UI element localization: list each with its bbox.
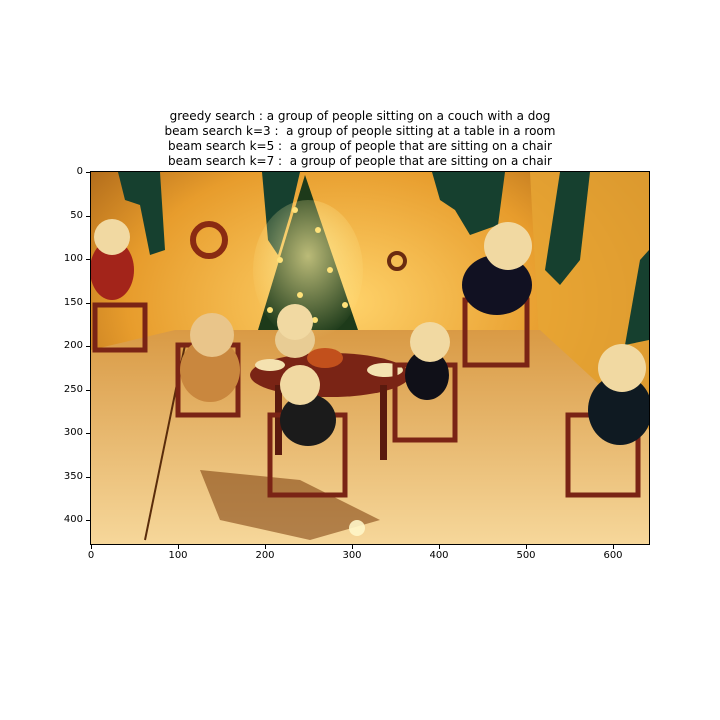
- teddy-bear: [405, 322, 450, 400]
- y-tick-label: 50: [70, 210, 83, 221]
- table-leg-left: [275, 385, 282, 455]
- curtain-corner: [625, 250, 649, 345]
- tree-ornaments: [267, 207, 348, 323]
- teddy-bear: [180, 313, 240, 402]
- y-ticks: [86, 172, 90, 521]
- x-tick-label: 600: [603, 550, 623, 561]
- curtain-right-b: [545, 172, 590, 285]
- wreath-right: [387, 251, 407, 271]
- y-tick-label: 100: [63, 253, 83, 264]
- title-line-beam-k7: beam search k=7 : a group of people that…: [168, 154, 552, 168]
- y-tick-label: 250: [63, 384, 83, 395]
- curtain-right-a: [432, 172, 505, 235]
- x-tick-label: 400: [429, 550, 449, 561]
- y-tick-label: 200: [63, 340, 83, 351]
- curtain-left: [118, 172, 165, 255]
- x-tick-label: 500: [516, 550, 536, 561]
- title-line-beam-k3: beam search k=3 : a group of people sitt…: [164, 124, 556, 138]
- table-leg-right: [380, 385, 387, 460]
- axes-frame: [90, 171, 650, 545]
- tree-lights: [253, 200, 363, 340]
- turkey: [307, 348, 343, 368]
- x-ticks: [91, 545, 614, 549]
- x-tick-label: 300: [342, 550, 362, 561]
- wreath-left: [190, 221, 228, 259]
- y-tick-label: 150: [63, 297, 83, 308]
- x-tick-label: 200: [255, 550, 275, 561]
- teddy-bear: [275, 304, 315, 358]
- y-tick-label: 300: [63, 427, 83, 438]
- x-tick-label: 100: [168, 550, 188, 561]
- teddy-bear: [588, 344, 649, 445]
- teddy-bear: [280, 365, 336, 446]
- teddy-bear: [91, 219, 134, 300]
- teddy-bear: [462, 222, 532, 315]
- x-tick-label: 0: [87, 550, 95, 561]
- plate: [255, 359, 285, 371]
- photo: [91, 172, 649, 544]
- floor-light: [349, 520, 365, 536]
- y-tick-label: 0: [76, 166, 83, 177]
- y-tick-label: 350: [63, 471, 83, 482]
- floor-shadow: [200, 470, 380, 540]
- title-line-greedy: greedy search : a group of people sittin…: [169, 109, 551, 123]
- y-tick-label: 400: [63, 514, 83, 525]
- title-line-beam-k5: beam search k=5 : a group of people that…: [168, 139, 552, 153]
